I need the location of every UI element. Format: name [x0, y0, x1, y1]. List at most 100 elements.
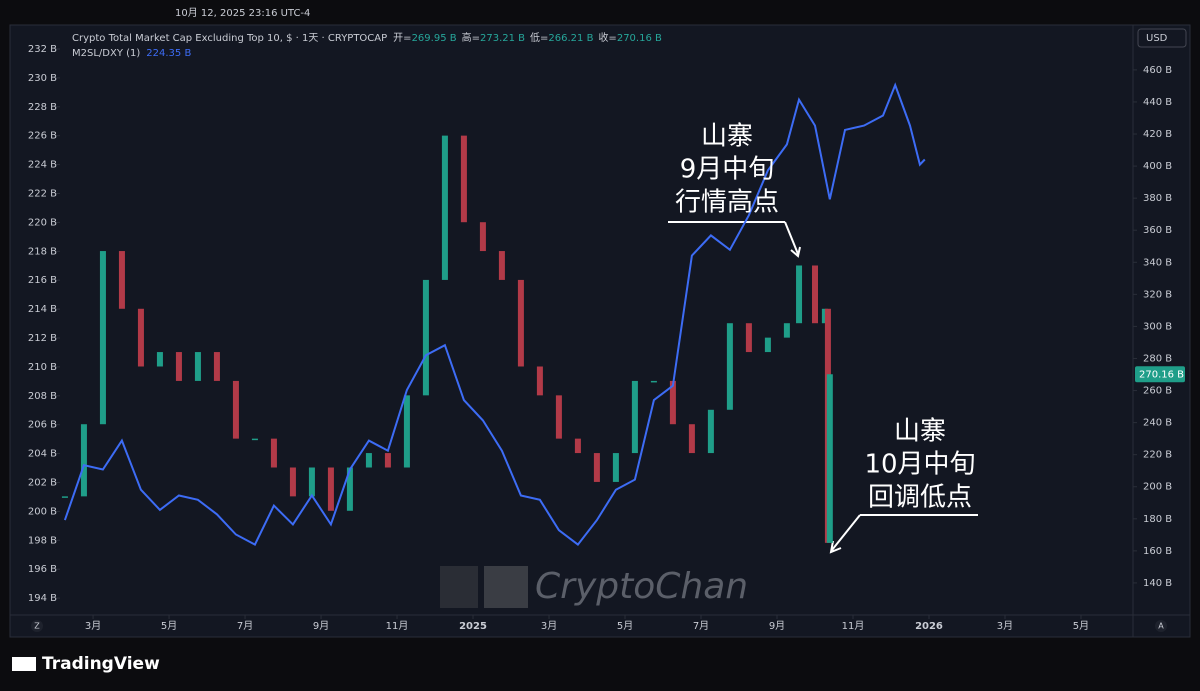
y-tick-label: 226 B: [28, 131, 57, 142]
candle: [99, 251, 106, 425]
ohlc-label: 收=: [598, 31, 616, 44]
y-tick-label: 206 B: [28, 420, 57, 431]
candle: [441, 135, 448, 280]
y-tick-label: 212 B: [28, 333, 57, 344]
y-tick-label: 230 B: [28, 73, 57, 84]
candle: [574, 438, 581, 454]
candle: [498, 251, 505, 280]
legend-m2: M2SL/DXY (1) 224.35 B: [72, 48, 191, 59]
ohlc-value: 269.95 B: [412, 33, 457, 44]
y2-tick-label: 260 B: [1143, 386, 1172, 397]
candle: [194, 352, 201, 381]
ohlc-label: 低=: [530, 31, 548, 44]
scale-button[interactable]: [1155, 620, 1167, 632]
candle: [213, 352, 220, 381]
candle: [479, 222, 486, 252]
y2-tick-label: 340 B: [1143, 257, 1172, 268]
watermark-icon: [440, 566, 478, 608]
x-tick-label: 3月: [85, 620, 101, 632]
y2-tick-label: 280 B: [1143, 353, 1172, 364]
m2-line: [63, 82, 926, 546]
candle: [156, 352, 163, 367]
y-tick-label: 200 B: [28, 506, 57, 517]
y2-tick-label: 460 B: [1143, 65, 1172, 76]
x-tick-label: 3月: [541, 620, 557, 632]
candle: [251, 438, 258, 441]
y2-tick-label: 200 B: [1143, 482, 1172, 493]
candle: [270, 438, 277, 468]
y-tick-label: 202 B: [28, 477, 57, 488]
x-tick-label: 7月: [693, 620, 709, 632]
scale-right: A: [1158, 622, 1164, 631]
currency-box[interactable]: [1137, 28, 1187, 48]
y-tick-label: 222 B: [28, 188, 57, 199]
y2-tick-label: 380 B: [1143, 193, 1172, 204]
y2-tick-label: 300 B: [1143, 321, 1172, 332]
candle: [650, 380, 657, 383]
candle: [783, 323, 790, 338]
ohlc-value: 273.21 B: [480, 33, 525, 44]
candle: [631, 380, 638, 454]
y2-tick-label: 320 B: [1143, 289, 1172, 300]
candle: [422, 279, 429, 396]
price-tag: 270.16 B: [1139, 369, 1184, 380]
x-tick-label: 5月: [161, 620, 177, 632]
y-tick-label: 208 B: [28, 391, 57, 402]
candle: [232, 380, 239, 439]
y2-tick-label: 180 B: [1143, 514, 1172, 525]
brand: TradingView: [42, 654, 160, 674]
candle: [289, 467, 296, 497]
panel: [9, 24, 1191, 638]
annotation: 10月中旬: [864, 450, 975, 480]
y2-tick-label: 400 B: [1143, 161, 1172, 172]
candle: [745, 323, 752, 353]
brand-logo: [12, 657, 36, 671]
x-tick-label: 9月: [313, 620, 329, 632]
annotation: 行情高点: [675, 188, 779, 218]
x-tick-label: 11月: [386, 620, 409, 632]
legend-main: Crypto Total Market Cap Excluding Top 10…: [72, 31, 662, 44]
ohlc-value: 270.16 B: [617, 33, 662, 44]
watermark-avatar: [484, 566, 528, 608]
currency: USD: [1146, 33, 1168, 44]
y2-tick-label: 220 B: [1143, 450, 1172, 461]
price-tag-bg: [1135, 366, 1185, 383]
x-tick-label: 7月: [237, 620, 253, 632]
scale-left: Z: [34, 622, 40, 631]
x-tick-label: 2025: [459, 621, 487, 632]
y-tick-label: 218 B: [28, 246, 57, 257]
candle: [688, 424, 695, 454]
candle: [593, 453, 600, 482]
candle: [61, 496, 68, 498]
x-tick-label: 5月: [1073, 620, 1089, 632]
candle: [517, 279, 524, 367]
y-tick-label: 228 B: [28, 102, 57, 113]
ohlc-value: 266.21 B: [548, 33, 593, 44]
y2-tick-label: 440 B: [1143, 97, 1172, 108]
candle: [137, 308, 144, 367]
candle: [365, 453, 372, 468]
candle: [384, 453, 391, 468]
candle: [826, 374, 833, 543]
series-last: 224.35 B: [146, 48, 191, 59]
y-tick-label: 214 B: [28, 304, 57, 315]
y-tick-label: 216 B: [28, 275, 57, 286]
y-tick-label: 196 B: [28, 564, 57, 575]
scale-button[interactable]: [31, 620, 43, 632]
candle: [346, 467, 353, 511]
candle: [403, 395, 410, 468]
candle: [707, 409, 714, 454]
arrow: [829, 514, 861, 554]
candle: [764, 337, 771, 353]
y2-tick-label: 160 B: [1143, 546, 1172, 557]
watermark: CryptoChan: [535, 566, 748, 607]
x-tick-label: 5月: [617, 620, 633, 632]
y-tick-label: 198 B: [28, 535, 57, 546]
candle: [536, 366, 543, 396]
annotation: 山寨: [701, 122, 753, 152]
ohlc-label: 开=: [393, 33, 411, 44]
y-tick-label: 204 B: [28, 449, 57, 460]
candle: [555, 395, 562, 439]
